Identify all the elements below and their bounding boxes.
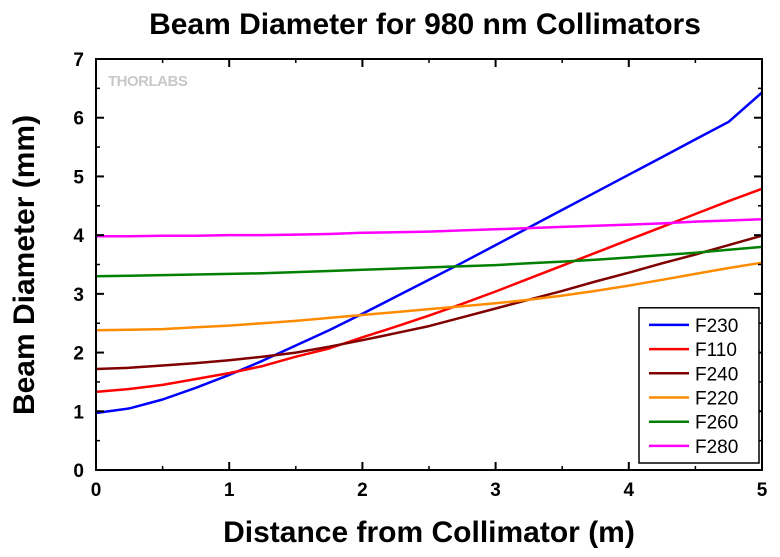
series-line-f220 [95,261,763,332]
x-tick-label: 3 [490,480,501,501]
legend-box [638,307,760,464]
legend-label-f260: F260 [695,413,738,434]
y-tick-label: 1 [73,402,84,423]
y-tick-label: 2 [73,344,84,365]
x-tick-label: 4 [624,480,635,501]
series-line-f280 [96,218,763,238]
y-axis-title: Beam Diameter (mm) [8,115,41,415]
series-line-f110 [95,187,763,394]
series-line-f240 [95,234,763,371]
x-tick-label: 5 [757,480,768,501]
legend-label-f110: F110 [695,340,737,361]
y-tick-label: 0 [73,461,84,482]
x-tick-label: 2 [357,480,368,501]
legend: F230 F110 F240 F220 F260 F280 [638,307,760,464]
legend-label-f280: F280 [695,437,738,458]
x-axis-title: Distance from Collimator (m) [223,516,635,549]
y-tick-label: 3 [73,285,84,306]
x-tick-label: 1 [224,480,235,501]
y-tick-label: 4 [73,226,84,247]
y-tick-label: 5 [73,167,84,188]
axis-tick-labels: 0 1 2 3 4 5 0 1 2 3 4 5 6 7 [73,50,767,501]
legend-label-f230: F230 [695,316,738,337]
watermark-logo: THORLABS [108,73,188,90]
chart-title: Beam Diameter for 980 nm Collimators [149,8,701,41]
plot-series [95,91,763,415]
legend-label-f240: F240 [695,364,738,385]
series-line-f260 [95,245,763,278]
x-tick-label: 0 [91,480,102,501]
series-line-f230 [95,91,763,415]
y-tick-label: 7 [73,50,84,71]
y-tick-label: 6 [73,109,84,130]
legend-label-f220: F220 [695,389,738,410]
